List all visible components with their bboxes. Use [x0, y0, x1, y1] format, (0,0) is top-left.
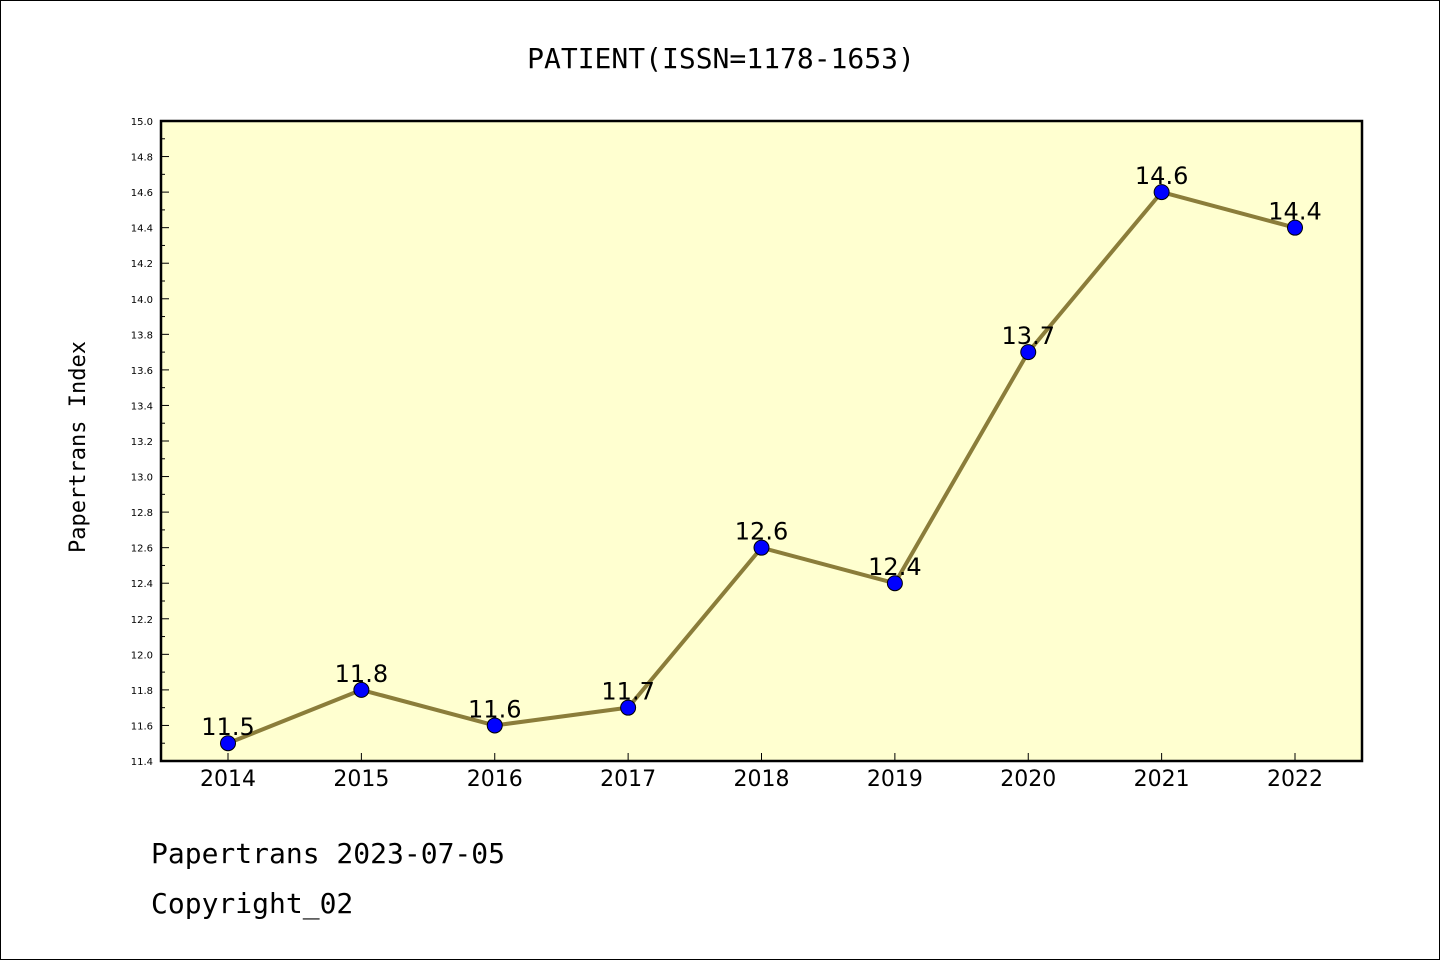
- x-tick-label: 2014: [200, 767, 256, 792]
- y-tick-label: 12.6: [131, 544, 153, 555]
- y-tick-label: 12.0: [131, 650, 153, 661]
- plot-border: [159, 119, 1364, 763]
- y-tick-label: 15.0: [131, 117, 153, 128]
- plot-area: [161, 121, 1362, 761]
- data-point: [1153, 184, 1170, 201]
- y-tick-label: 13.8: [131, 330, 153, 341]
- y-tick-label: 13.0: [131, 473, 153, 484]
- data-point: [620, 699, 637, 716]
- x-tick-label: 2020: [1000, 767, 1056, 792]
- y-axis-label: Papertrans Index: [66, 341, 91, 553]
- data-point: [353, 681, 370, 698]
- y-tick-label: 12.2: [131, 615, 153, 626]
- y-tick-label: 14.2: [131, 259, 153, 270]
- y-tick-label: 13.2: [131, 437, 153, 448]
- data-point: [1020, 344, 1037, 361]
- footer-date: Papertrans 2023-07-05: [151, 837, 506, 870]
- chart-title: PATIENT(ISSN=1178-1653): [527, 42, 915, 75]
- data-label: 11.6: [468, 695, 521, 723]
- data-point: [886, 575, 903, 592]
- data-point: [1287, 219, 1303, 236]
- x-tick-label: 2022: [1267, 767, 1323, 792]
- data-point: [486, 717, 503, 734]
- y-tick-label: 11.6: [131, 721, 153, 732]
- x-tick-label: 2017: [600, 767, 656, 792]
- data-label: 13.7: [1002, 322, 1055, 350]
- y-tick-label: 14.4: [131, 224, 153, 235]
- x-tick-label: 2015: [333, 767, 389, 792]
- y-tick-label: 14.8: [131, 153, 153, 164]
- x-tick-label: 2021: [1134, 767, 1190, 792]
- x-tick-label: 2018: [734, 767, 790, 792]
- data-label: 11.7: [601, 678, 654, 706]
- y-tick-label: 13.6: [131, 366, 153, 377]
- y-tick-label: 14.0: [131, 295, 153, 306]
- data-label: 12.6: [735, 518, 788, 546]
- data-point: [220, 735, 236, 752]
- data-label: 14.6: [1135, 162, 1188, 190]
- footer-copyright: Copyright_02: [151, 887, 354, 920]
- y-tick-label: 11.8: [131, 686, 153, 697]
- y-tick-label: 11.4: [131, 757, 153, 768]
- x-tick-label: 2019: [867, 767, 923, 792]
- y-tick-label: 12.4: [131, 579, 153, 590]
- data-label: 11.8: [335, 660, 388, 688]
- data-label: 11.5: [201, 713, 254, 741]
- data-label: 12.4: [868, 553, 921, 581]
- x-tick-label: 2016: [467, 767, 523, 792]
- data-point: [753, 539, 770, 556]
- data-label: 14.4: [1268, 198, 1321, 226]
- y-tick-label: 12.8: [131, 508, 153, 519]
- y-tick-label: 13.4: [131, 401, 153, 412]
- y-tick-label: 14.6: [131, 188, 153, 199]
